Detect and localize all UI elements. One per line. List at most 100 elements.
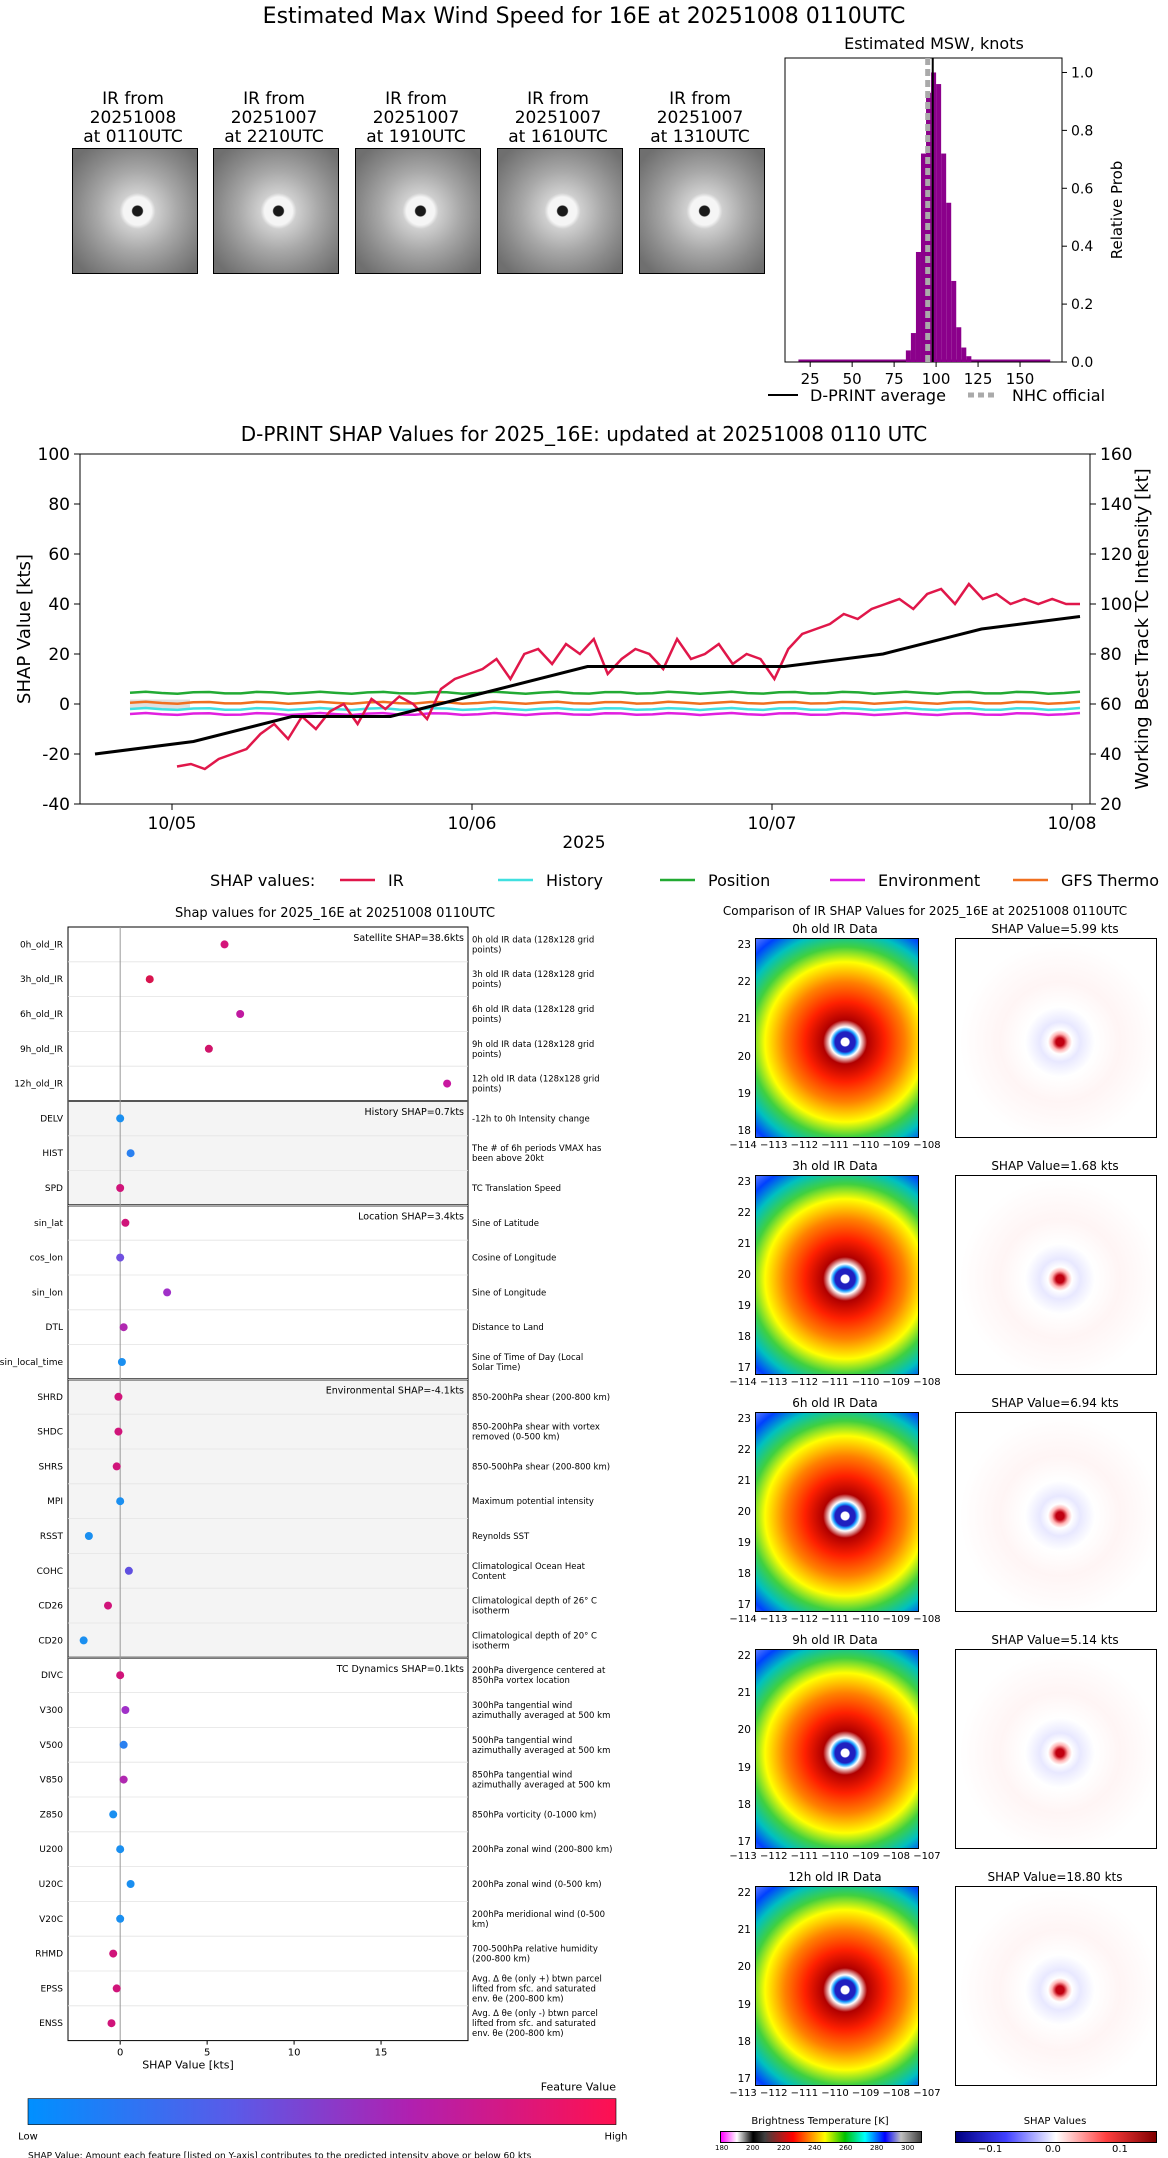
ts-xtick-label: 10/08: [1048, 814, 1097, 834]
ir-ytick-label: 22: [737, 1444, 751, 1456]
feature-description: Distance to Land: [472, 1323, 544, 1333]
feature-group-label: TC Dynamics SHAP=0.1kts: [336, 1664, 464, 1675]
feature-name: cos_lon: [30, 1254, 63, 1264]
feature-name: V300: [40, 1706, 64, 1716]
ts-ylabel-right: Working Best Track TC Intensity [kt]: [1132, 468, 1153, 789]
ir-panel-title: 9h old IR Data: [792, 1633, 878, 1647]
feature-point: [84, 1532, 93, 1540]
histogram-bar: [966, 356, 972, 362]
feature-name: HIST: [42, 1149, 63, 1159]
feature-point: [126, 1149, 135, 1158]
ts-legend-label: History: [546, 871, 603, 890]
ir-ytick-label: 20: [737, 1506, 751, 1518]
feature-point: [109, 1810, 118, 1819]
feature-point: [163, 1288, 172, 1297]
ir-panel-title: Comparison of IR SHAP Values for 2025_16…: [722, 904, 1128, 918]
ts-xlabel: 2025: [562, 833, 605, 853]
brightness-temp-tick: 180: [715, 2144, 729, 2152]
ts-legend-label: IR: [388, 871, 404, 890]
feature-description: 200hPa zonal wind (0-500 km): [472, 1880, 602, 1890]
feature-group-band: [68, 927, 468, 1101]
ts-left-tick-label: -20: [42, 745, 70, 765]
timeseries-frame: [79, 453, 1091, 805]
thumbnail-title-line: IR from: [243, 89, 305, 109]
thumbnail-title-line: 20251007: [656, 108, 744, 128]
feature-description: 200hPa meridional wind (0-500 km): [472, 1910, 605, 1930]
histogram-ytick-label: 0.2: [1071, 297, 1093, 313]
ir-ytick-label: 21: [737, 1475, 751, 1487]
thumbnail-title-line: at 1310UTC: [650, 127, 750, 147]
colorbar-low-label: Low: [18, 2132, 38, 2143]
feature-name: Z850: [40, 1810, 64, 1820]
feature-name: CD26: [38, 1602, 63, 1612]
ir-ytick-label: 20: [737, 1269, 751, 1281]
brightness-temp-tick: 300: [901, 2144, 915, 2152]
feature-description: 12h old IR data (128x128 grid points): [472, 1075, 600, 1095]
feature-point: [116, 1253, 125, 1262]
histogram-bar: [961, 347, 967, 362]
shap-panel-title: SHAP Value=1.68 kts: [991, 1159, 1119, 1173]
feature-name: DTL: [46, 1323, 63, 1333]
thumbnail-title-line: 20251008: [89, 108, 177, 128]
feature-point: [79, 1636, 88, 1645]
ir-ytick-label: 19: [737, 1537, 751, 1549]
feature-point: [117, 1358, 126, 1366]
feature-point: [121, 1218, 130, 1227]
ir-ytick-label: 18: [737, 1798, 751, 1811]
feature-name: EPSS: [40, 1984, 63, 1994]
ir-xtick-labels: −114 −113 −112 −111 −110 −109 −108: [729, 1377, 941, 1388]
ir-xtick-labels: −113 −112 −111 −110 −109 −108 −107: [729, 2088, 941, 2099]
feature-group-label: History SHAP=0.7kts: [365, 1107, 465, 1118]
feature-description: 9h old IR data (128x128 grid points): [472, 1040, 594, 1060]
feature-point: [116, 1845, 125, 1854]
feature-name: CD20: [38, 1636, 63, 1646]
thumbnail-title-line: at 1910UTC: [366, 127, 466, 147]
ir-image: [755, 1412, 919, 1612]
thumbnail-title: IR from 20251007 at 1910UTC: [351, 90, 481, 147]
feature-description: TC Translation Speed: [471, 1184, 561, 1194]
feature-point: [112, 1984, 121, 1993]
histogram-bar: [910, 333, 916, 362]
histogram-ylabel: Relative Prob: [1108, 161, 1126, 260]
ts-left-tick-label: 80: [48, 495, 70, 515]
ts-legend-label: TC Intensity: [565, 893, 661, 896]
shap-panel-title: SHAP Value=5.99 kts: [991, 922, 1119, 936]
thumbnail-title-line: 20251007: [372, 108, 460, 128]
histogram-ytick-label: 0.8: [1071, 123, 1093, 139]
ir-ytick-label: 19: [737, 1087, 751, 1100]
histogram-bar: [915, 251, 921, 362]
ir-ytick-label: 23: [737, 1413, 751, 1425]
ir-ytick-label: 18: [737, 2035, 751, 2048]
histogram-bar: [920, 153, 927, 362]
series-line-ir: [176, 582, 1080, 771]
feature-name: MPI: [47, 1497, 63, 1507]
ts-left-tick-label: 0: [59, 695, 70, 715]
ir-ytick-label: 21: [737, 1687, 751, 1700]
colorbar-title: Feature Value: [541, 2081, 617, 2094]
feature-description: 200hPa zonal wind (200-800 km): [472, 1845, 612, 1855]
feature-group-label: Location SHAP=3.4kts: [358, 1211, 464, 1222]
feature-name: 12h_old_IR: [14, 1080, 63, 1090]
ts-left-tick-label: -40: [42, 795, 70, 815]
feature-point: [121, 1706, 130, 1714]
shap-values-label: SHAP Values: [1023, 2116, 1087, 2127]
ir-ytick-label: 19: [737, 1761, 751, 1774]
feature-point: [116, 1184, 125, 1192]
thumbnail-title: IR from 20251008 at 0110UTC: [68, 90, 198, 147]
feature-description: 300hPa tangential wind azimuthally averag…: [472, 1701, 610, 1721]
shap-panel-title: SHAP Value=18.80 kts: [987, 1870, 1123, 1884]
feature-point: [109, 1949, 118, 1958]
thumbnail-title-line: at 1610UTC: [508, 127, 608, 147]
shap-xtick-label: 10: [288, 2048, 301, 2059]
thumbnail-title-line: at 2210UTC: [224, 127, 324, 147]
histogram-xtick-label: 50: [843, 370, 862, 388]
feature-point: [236, 1010, 245, 1018]
histogram-bar: [936, 84, 942, 363]
ts-right-tick-label: 120: [1100, 545, 1132, 565]
ir-thumbnail-image: [639, 148, 765, 274]
feature-name: U200: [39, 1845, 63, 1855]
ir-ytick-label: 21: [737, 1238, 751, 1250]
brightness-temp-colorbar: [720, 2131, 922, 2143]
